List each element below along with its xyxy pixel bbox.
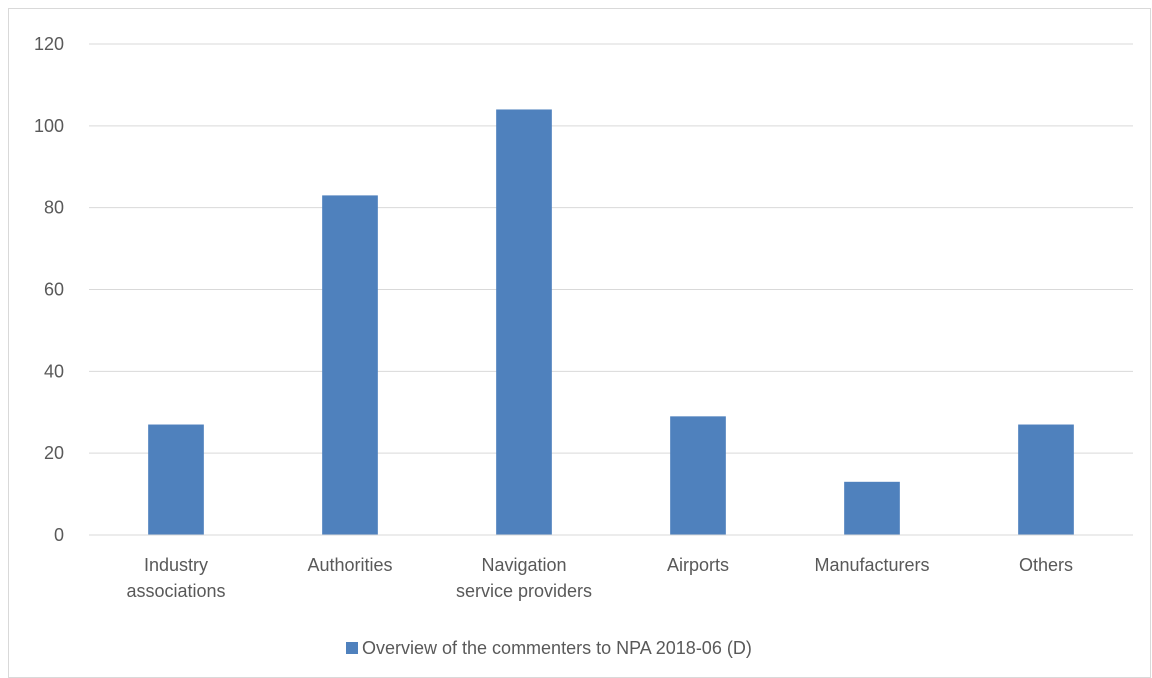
x-tick-label-line: Authorities bbox=[307, 555, 392, 575]
y-tick-label: 60 bbox=[44, 280, 64, 300]
bar bbox=[322, 195, 378, 535]
x-tick-label-line: Manufacturers bbox=[814, 555, 929, 575]
bar bbox=[670, 416, 726, 535]
bar bbox=[844, 481, 900, 535]
y-tick-label: 0 bbox=[54, 525, 64, 545]
y-axis-ticks: 0 20 40 60 80 100 120 bbox=[34, 34, 64, 545]
bar bbox=[496, 109, 552, 535]
x-tick-label-line: Industry bbox=[144, 555, 208, 575]
y-tick-label: 100 bbox=[34, 116, 64, 136]
x-tick-label: Navigation service providers bbox=[456, 555, 592, 601]
x-tick-label: Industry associations bbox=[126, 555, 225, 601]
x-tick-label-line: service providers bbox=[456, 581, 592, 601]
x-tick-label: Others bbox=[1019, 555, 1073, 575]
x-tick-label-line: Airports bbox=[667, 555, 729, 575]
x-tick-label: Airports bbox=[667, 555, 729, 575]
x-tick-label-line: Navigation bbox=[481, 555, 566, 575]
y-tick-label: 40 bbox=[44, 361, 64, 381]
gridlines bbox=[89, 43, 1133, 454]
y-tick-label: 80 bbox=[44, 198, 64, 218]
chart-frame bbox=[8, 8, 1151, 678]
legend-label: Overview of the commenters to NPA 2018-0… bbox=[362, 638, 752, 658]
bars bbox=[148, 109, 1074, 535]
x-axis-ticks: Industry associations Authorities Navigatio… bbox=[126, 555, 1073, 601]
x-tick-label-line: associations bbox=[126, 581, 225, 601]
x-tick-label: Manufacturers bbox=[814, 555, 929, 575]
bar bbox=[1018, 424, 1074, 535]
legend: Overview of the commenters to NPA 2018-0… bbox=[346, 638, 752, 658]
x-tick-label: Authorities bbox=[307, 555, 392, 575]
x-tick-label-line: Others bbox=[1019, 555, 1073, 575]
y-tick-label: 120 bbox=[34, 34, 64, 54]
y-tick-label: 20 bbox=[44, 443, 64, 463]
bar bbox=[148, 424, 204, 535]
legend-swatch bbox=[346, 642, 358, 654]
